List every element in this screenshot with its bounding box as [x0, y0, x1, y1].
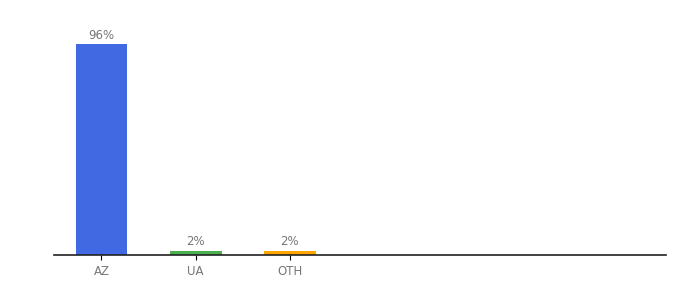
Bar: [170, 250, 222, 255]
Text: 2%: 2%: [186, 236, 205, 248]
Bar: [264, 250, 316, 255]
Text: 2%: 2%: [280, 236, 299, 248]
Bar: [75, 44, 127, 255]
Text: 96%: 96%: [88, 28, 114, 42]
